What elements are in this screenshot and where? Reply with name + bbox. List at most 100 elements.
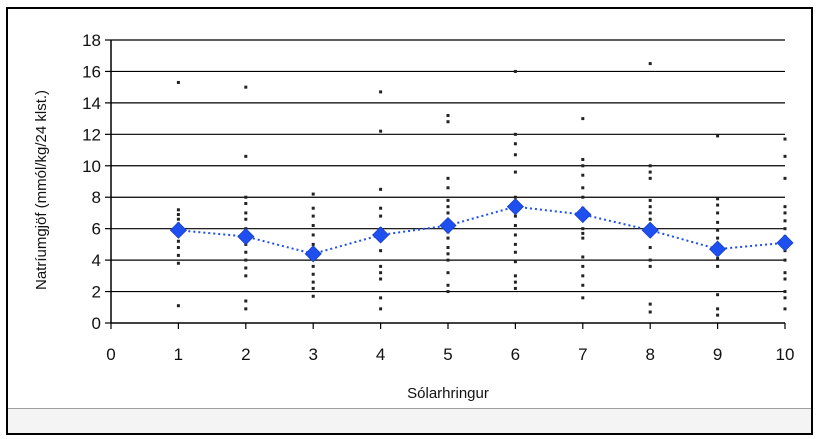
data-point [648,264,652,268]
data-point [311,206,315,210]
data-point [783,307,787,311]
data-point [513,214,517,218]
y-tick-label: 6 [92,220,101,239]
data-point [716,211,720,215]
data-point [244,266,248,270]
data-point [446,211,450,215]
data-point [581,231,585,235]
data-point [716,257,720,261]
data-point [379,277,383,281]
data-point [311,264,315,268]
x-tick-label: 9 [713,345,722,364]
data-point [311,286,315,290]
data-point [311,272,315,276]
data-point [783,205,787,209]
data-point [716,220,720,224]
data-point [244,299,248,303]
data-point [648,205,652,209]
data-point [513,286,517,290]
data-point [581,264,585,268]
mean-marker [372,226,390,244]
y-tick-label: 14 [82,94,101,113]
data-point [513,260,517,264]
x-tick-label: 3 [308,345,317,364]
x-tick-label: 8 [645,345,654,364]
data-point [244,85,248,89]
data-point [581,236,585,240]
data-point [648,310,652,314]
axis-layer [105,39,786,329]
data-point [783,296,787,300]
data-point [446,120,450,124]
data-point [716,236,720,240]
data-point [716,134,720,138]
data-point [244,258,248,262]
data-point [783,271,787,275]
data-point [446,252,450,256]
data-point [446,246,450,250]
data-point [379,307,383,311]
data-point [513,153,517,157]
data-point [379,214,383,218]
y-tick-label: 0 [92,314,101,333]
y-tick-label: 18 [82,31,101,50]
data-point [648,302,652,306]
data-point [716,313,720,317]
mean-marker [776,234,794,252]
data-point [783,154,787,158]
data-point [446,176,450,180]
data-point [379,187,383,191]
data-point [379,296,383,300]
data-point [176,208,180,212]
data-point [783,219,787,223]
data-point [648,217,652,221]
individual-points [176,62,787,317]
data-point [311,294,315,298]
data-point [513,132,517,136]
y-tick-label: 16 [82,62,101,81]
data-point [311,242,315,246]
data-point [176,261,180,265]
data-point [244,154,248,158]
mean-marker [709,240,727,258]
data-point [783,211,787,215]
data-point [176,239,180,243]
mean-series [169,198,794,263]
data-point [513,233,517,237]
x-tick-label: 1 [174,345,183,364]
data-point [446,236,450,240]
data-point [176,213,180,217]
data-point [581,255,585,259]
data-point [379,249,383,253]
x-tick-label: 4 [376,345,385,364]
data-point [716,264,720,268]
chart-frame [6,7,813,435]
data-point [379,271,383,275]
data-point [513,142,517,146]
data-point [244,202,248,206]
data-point [513,69,517,73]
mean-marker [439,216,457,235]
data-point [581,296,585,300]
data-point [783,258,787,262]
data-point [244,217,248,221]
data-point [244,211,248,215]
data-point [648,164,652,168]
mean-marker [237,227,255,246]
data-point [446,271,450,275]
data-point [379,129,383,133]
data-point [648,62,652,66]
bottom-strip [8,408,811,433]
x-axis-title: Sólarhringur [407,385,489,402]
data-point [513,250,517,254]
data-point [581,195,585,199]
data-point [783,290,787,294]
data-point [581,164,585,168]
data-point [716,307,720,311]
data-point [311,233,315,237]
data-point [446,205,450,209]
mean-marker [304,245,322,263]
data-point [716,228,720,232]
y-axis-title: Natríumgjöf (mmól/kg/24 klst.) [33,90,50,290]
